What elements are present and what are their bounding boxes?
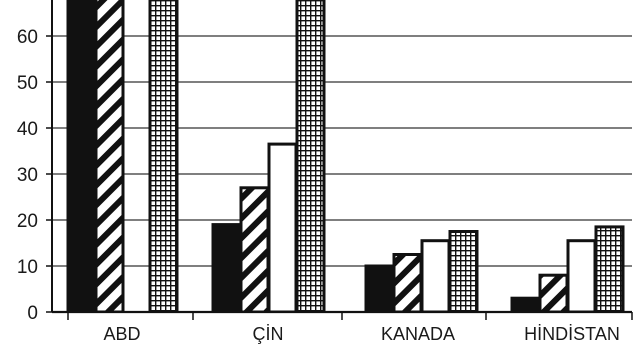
bar-grid-crosshatch bbox=[594, 225, 625, 312]
x-category-label: ABD bbox=[103, 324, 140, 344]
y-tick-label: 60 bbox=[17, 27, 38, 48]
bar-diagonal-stripes bbox=[239, 186, 270, 312]
x-category-label: KANADA bbox=[381, 324, 455, 344]
bar-solid-black bbox=[66, 0, 97, 312]
x-category-label: ÇİN bbox=[253, 324, 284, 344]
bar-grid-crosshatch bbox=[295, 0, 326, 312]
bar-solid-black bbox=[211, 223, 242, 312]
bar-diagonal-stripes bbox=[392, 253, 423, 312]
bar-white bbox=[267, 142, 298, 312]
bar-solid-black bbox=[364, 264, 395, 312]
bar-grid-crosshatch bbox=[448, 230, 479, 312]
x-category-label: HİNDİSTAN bbox=[524, 324, 620, 344]
y-tick-label: 0 bbox=[27, 303, 38, 324]
y-tick-label: 10 bbox=[17, 257, 38, 278]
bar-white bbox=[566, 239, 597, 312]
bars bbox=[66, 0, 625, 312]
y-tick-label: 30 bbox=[17, 165, 38, 186]
bar-grid-crosshatch bbox=[148, 0, 179, 312]
bar-diagonal-stripes bbox=[94, 0, 125, 312]
bar-diagonal-stripes bbox=[538, 273, 569, 312]
y-tick-label: 20 bbox=[17, 211, 38, 232]
axes: 0 10 20 30 40 50 60 ABD ÇİN KANADA HİNDİSTAN bbox=[17, 0, 633, 344]
bar-white bbox=[420, 239, 451, 312]
y-tick-label: 50 bbox=[17, 73, 38, 94]
y-tick-label: 40 bbox=[17, 119, 38, 140]
bar-solid-black bbox=[510, 296, 541, 312]
gridlines bbox=[52, 35, 632, 267]
